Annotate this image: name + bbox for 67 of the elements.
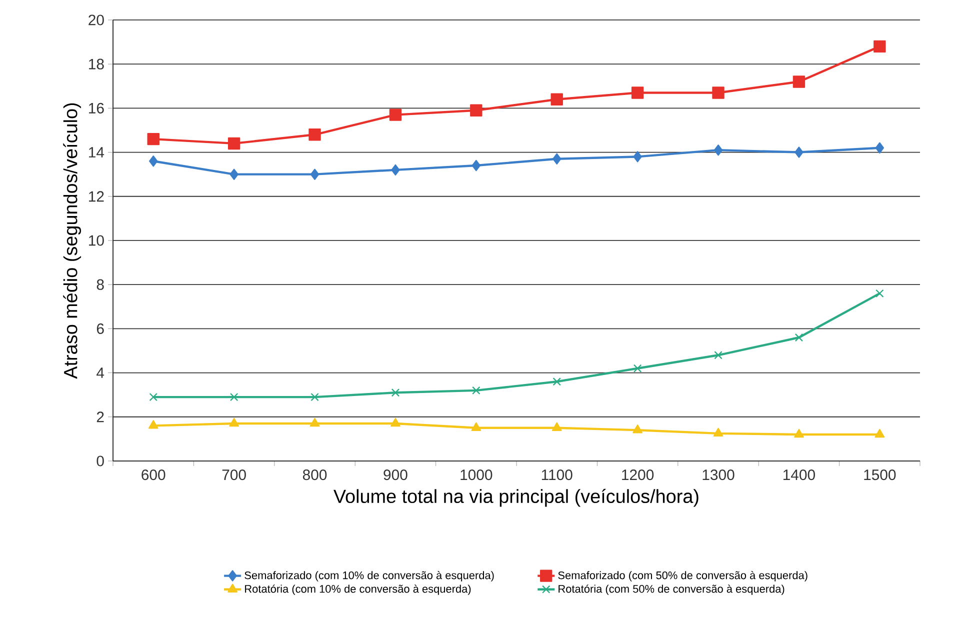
y-tick-label: 0 (96, 456, 104, 466)
point (310, 392, 319, 402)
y-tick-label: 8 (96, 279, 104, 290)
x-tick-label: 1100 (542, 470, 572, 480)
x-tick-label: 1000 (460, 470, 492, 480)
x-tick-label: 1500 (864, 470, 896, 480)
point (472, 386, 480, 395)
x-tick-label: 600 (142, 470, 166, 480)
point (874, 40, 886, 53)
point (632, 424, 642, 434)
x-tick-label: 1200 (622, 470, 654, 480)
point (633, 151, 642, 162)
point (472, 160, 481, 172)
point (633, 364, 642, 373)
point (712, 86, 724, 99)
point (230, 392, 238, 402)
point (631, 86, 644, 99)
point (875, 142, 884, 154)
point (389, 108, 402, 121)
x-tick-label: 900 (384, 470, 408, 480)
x-tick-label: 1300 (702, 470, 734, 480)
point (714, 351, 722, 360)
y-axis-title: Atraso médio (segundos/veículo) (63, 103, 82, 379)
point (148, 420, 158, 429)
point (310, 418, 320, 427)
y-tick-label: 20 (88, 14, 104, 26)
point (550, 93, 563, 106)
point (552, 422, 562, 432)
point (471, 422, 482, 432)
point (230, 168, 238, 180)
point (713, 428, 724, 437)
point (714, 144, 723, 156)
y-tick-label: 18 (89, 58, 104, 70)
y-tick-label: 12 (89, 191, 104, 202)
point (470, 104, 482, 116)
point (149, 156, 158, 167)
point (794, 333, 804, 342)
x-tick-label: 700 (222, 470, 246, 480)
point (228, 137, 240, 150)
point (794, 428, 804, 438)
point (310, 168, 320, 180)
legend-label: Semaforizado (com 50% de conversão à esquerda) (558, 571, 808, 582)
point (876, 289, 884, 298)
point (229, 418, 239, 427)
x-tick-label: 800 (302, 470, 327, 480)
y-tick-label: 14 (89, 147, 104, 158)
legend-label: Rotatória (com 50% de conversão à esquerda) (558, 584, 784, 595)
point (391, 388, 400, 397)
legend-label: Semaforizado (com 10% de conversão à esquerda) (244, 571, 494, 582)
point (874, 428, 885, 438)
y-tick-label: 10 (89, 235, 104, 246)
y-tick-label: 16 (89, 102, 104, 114)
x-tick-label: 1400 (783, 470, 815, 480)
point (792, 76, 806, 88)
legend-label: Rotatória (com 10% de conversão à esquerda) (245, 584, 471, 595)
point (149, 392, 158, 402)
point (552, 377, 561, 386)
x-axis-title: Volume total na via principal (veículos/hora) (334, 488, 698, 507)
point (794, 146, 804, 158)
point (552, 153, 562, 164)
y-tick-label: 2 (96, 412, 104, 422)
point (308, 128, 321, 141)
y-tick-label: 6 (96, 323, 104, 334)
point (390, 418, 400, 427)
point (147, 132, 160, 146)
point (391, 164, 400, 176)
y-tick-label: 4 (96, 368, 104, 378)
